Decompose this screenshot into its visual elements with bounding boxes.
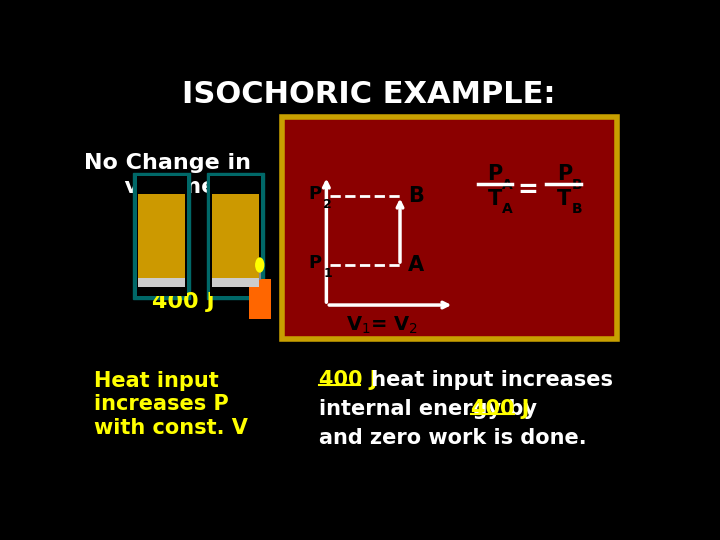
Bar — [212, 194, 259, 278]
Bar — [207, 173, 264, 299]
Text: 400 J: 400 J — [152, 292, 215, 312]
Text: No Change in
  volume:: No Change in volume: — [84, 153, 251, 197]
Text: ISOCHORIC EXAMPLE:: ISOCHORIC EXAMPLE: — [182, 79, 556, 109]
Text: B: B — [572, 178, 582, 192]
Text: =: = — [518, 178, 539, 201]
Text: 2: 2 — [323, 198, 332, 211]
Text: V$_1$= V$_2$: V$_1$= V$_2$ — [346, 314, 418, 336]
Text: P: P — [487, 164, 502, 184]
Bar — [138, 194, 185, 278]
Bar — [133, 173, 190, 299]
Text: 1: 1 — [323, 267, 332, 280]
Text: T: T — [557, 189, 572, 209]
Text: P: P — [309, 185, 322, 203]
Text: 400 J: 400 J — [319, 370, 377, 390]
Text: P: P — [557, 164, 572, 184]
Text: and zero work is done.: and zero work is done. — [319, 428, 586, 448]
Text: Heat input
increases P
with const. V: Heat input increases P with const. V — [94, 372, 248, 437]
Text: A: A — [503, 202, 513, 216]
Bar — [249, 279, 271, 319]
Bar — [137, 177, 187, 296]
Bar — [138, 278, 185, 287]
Text: heat input increases: heat input increases — [364, 370, 613, 390]
Bar — [212, 278, 259, 287]
Text: P: P — [309, 254, 322, 273]
Text: T: T — [487, 189, 502, 209]
Text: B: B — [408, 186, 423, 206]
Bar — [210, 177, 261, 296]
Bar — [282, 117, 617, 339]
Text: internal energy by: internal energy by — [319, 399, 544, 419]
Text: B: B — [572, 202, 582, 216]
Text: 400 J: 400 J — [471, 399, 529, 419]
Text: A: A — [408, 255, 424, 275]
Ellipse shape — [255, 257, 264, 273]
Text: A: A — [503, 178, 513, 192]
